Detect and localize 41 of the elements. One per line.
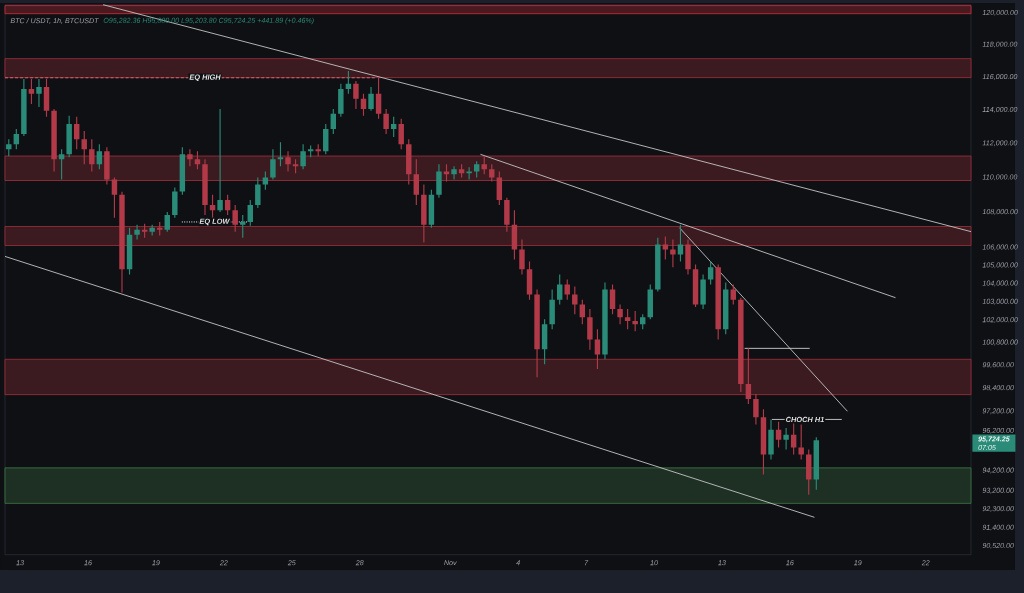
candlestick (353, 80, 359, 109)
candlestick (300, 144, 306, 170)
candlestick (798, 424, 804, 460)
candlestick (232, 204, 238, 232)
candlestick (149, 224, 155, 236)
candlestick (383, 108, 389, 135)
candlestick (504, 197, 510, 232)
candlestick (738, 297, 744, 392)
candlestick (700, 274, 706, 310)
candlestick (753, 394, 759, 425)
candlestick (685, 239, 691, 275)
candlestick (602, 282, 608, 360)
candlestick (572, 286, 578, 315)
candlestick (89, 139, 95, 172)
candlestick (466, 167, 472, 180)
candlestick (338, 83, 344, 117)
candlestick (655, 237, 661, 292)
candlestick (451, 166, 457, 180)
candlestick (51, 108, 57, 172)
candlestick (534, 289, 540, 378)
candlestick (768, 419, 774, 460)
candlestick (285, 151, 291, 172)
candlestick (549, 289, 555, 330)
candlestick (187, 149, 193, 167)
candlestick (66, 115, 72, 158)
candlestick (587, 309, 593, 350)
candlestick (783, 427, 789, 450)
candlestick (172, 187, 178, 218)
candlestick (202, 159, 208, 216)
candlestick (270, 149, 276, 180)
candlestick (421, 184, 427, 243)
candlestick (368, 86, 374, 111)
candlestick (21, 78, 27, 137)
candlestick (715, 264, 721, 340)
candlestick (134, 224, 140, 240)
candlestick (519, 239, 525, 275)
candlestick (255, 177, 261, 209)
candlestick (119, 191, 125, 293)
candlestick (436, 164, 442, 198)
candlestick (104, 147, 110, 185)
candlestick (36, 78, 42, 107)
